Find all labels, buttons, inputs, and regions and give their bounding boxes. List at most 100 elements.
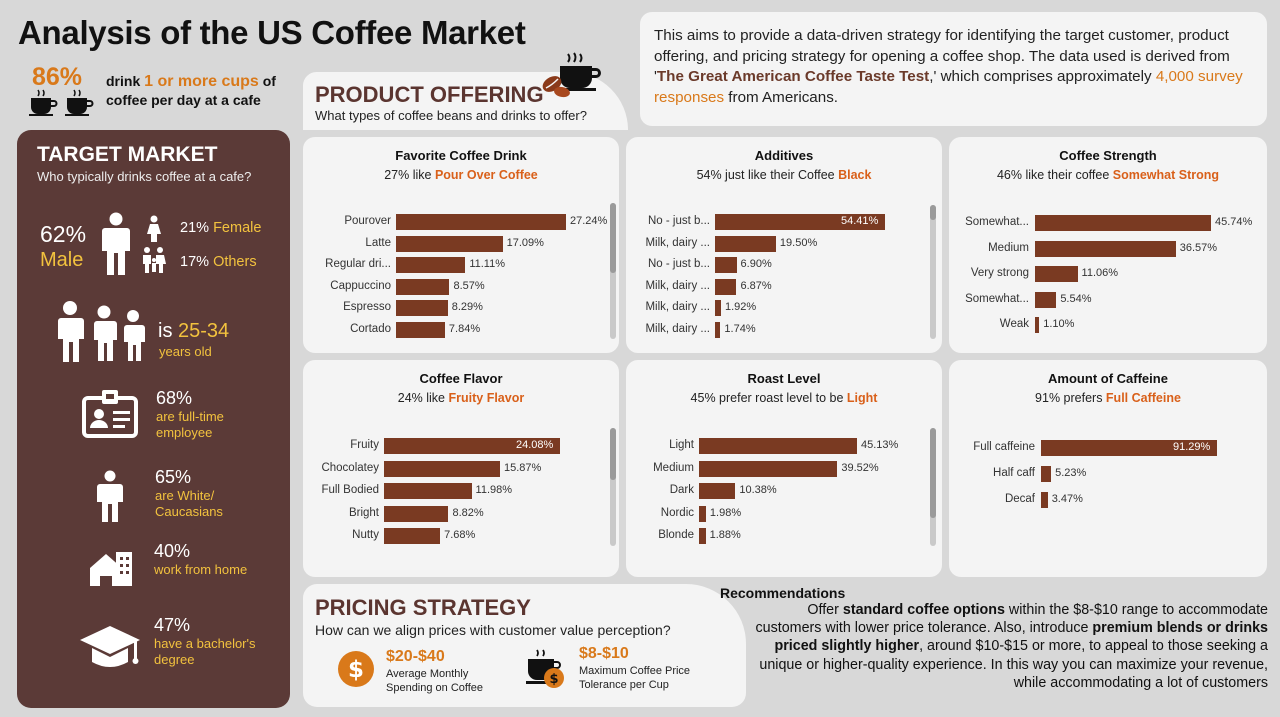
data-label: 91.29%: [1173, 441, 1211, 453]
category-label: Nordic: [660, 506, 694, 519]
male-percent: 62%: [40, 221, 87, 247]
svg-text:$: $: [549, 672, 558, 687]
scrollbar-thumb[interactable]: [930, 428, 936, 518]
chart-title: Additives: [754, 148, 814, 163]
stat-degree: 47% have a bachelor's degree: [154, 615, 256, 667]
category-label: No - just b...: [648, 258, 710, 270]
chart-subtitle: 46% like their coffee Somewhat Strong: [996, 168, 1220, 182]
chart-subtitle: 24% like Fruity Flavor: [397, 391, 525, 405]
chart-subtitle: 54% just like their Coffee Black: [696, 168, 872, 182]
female-stat: 21% Female: [180, 220, 262, 236]
chart-strength: Coffee Strength 46% like their coffee Som…: [949, 137, 1267, 353]
recommendations-title: Recommendations: [720, 585, 846, 601]
scrollbar[interactable]: [930, 428, 936, 546]
category-label: Milk, dairy ...: [645, 236, 710, 249]
category-label: Somewhat...: [965, 216, 1029, 228]
bar: [1035, 291, 1057, 308]
data-label: 3.47%: [1051, 493, 1083, 505]
chart-roast: Roast Level 45% prefer roast level to be …: [626, 360, 942, 577]
category-label: Bright: [348, 506, 379, 519]
data-label: 6.90%: [740, 258, 772, 270]
scrollbar-thumb[interactable]: [930, 205, 936, 220]
chart-card-roast: Roast Level 45% prefer roast level to be …: [626, 360, 942, 577]
data-label: 10.38%: [739, 484, 777, 496]
category-label: Dark: [669, 484, 694, 496]
bar: [715, 278, 737, 295]
category-label: Medium: [653, 461, 694, 474]
chart-title: Coffee Flavor: [419, 371, 503, 386]
category-label: Somewhat...: [965, 292, 1029, 305]
product-offering-subtitle: What types of coffee beans and drinks to…: [315, 108, 587, 123]
data-label: 11.06%: [1081, 267, 1119, 279]
data-label: 19.50%: [779, 236, 818, 249]
data-label: 5.54%: [1060, 292, 1092, 305]
bar: [396, 257, 466, 273]
category-label: Fruity: [350, 439, 379, 451]
scrollbar[interactable]: [930, 205, 936, 339]
pricing-cup-amount: $8-$10: [579, 645, 629, 662]
bar: [699, 438, 857, 454]
data-label: 11.98%: [475, 484, 513, 496]
scrollbar-thumb[interactable]: [610, 203, 616, 273]
scrollbar-thumb[interactable]: [610, 428, 616, 480]
page-title: Analysis of the US Coffee Market: [18, 14, 526, 51]
bar: [396, 235, 503, 252]
category-label: Chocolatey: [321, 461, 379, 474]
male-person-icon: [100, 212, 132, 281]
pricing-subtitle: How can we align prices with customer va…: [315, 622, 671, 638]
coffee-price-icon: $: [525, 648, 567, 695]
chart-title: Coffee Strength: [1059, 148, 1157, 163]
chart-subtitle: 91% prefers Full Caffeine: [1035, 391, 1181, 405]
chart-title: Amount of Caffeine: [1048, 371, 1168, 386]
pricing-title: PRICING STRATEGY: [315, 595, 531, 620]
data-label: 39.52%: [841, 461, 879, 474]
pricing-card: [303, 584, 746, 707]
data-label: 1.98%: [709, 506, 742, 519]
age-label: years old: [159, 344, 212, 359]
coffee-cup-beans-icon: [540, 50, 604, 103]
chart-subtitle: 45% prefer roast level to be Light: [690, 391, 878, 405]
data-label: 8.29%: [451, 301, 483, 313]
category-label: Espresso: [343, 301, 391, 313]
data-label: 1.88%: [709, 529, 741, 541]
pricing-cup-label: Maximum Coffee Price Tolerance per Cup: [579, 665, 691, 691]
product-offering-title: PRODUCT OFFERING: [315, 82, 544, 107]
coffee-cups-icon: [28, 88, 96, 121]
graduation-cap-icon: [78, 622, 142, 679]
data-label: 17.09%: [506, 236, 544, 249]
data-label: 8.57%: [453, 279, 485, 292]
bar: [384, 483, 472, 499]
data-label: 1.74%: [724, 322, 756, 335]
bar: [384, 460, 500, 477]
category-label: Full caffeine: [973, 441, 1035, 453]
bar: [396, 278, 450, 295]
category-label: No - just b...: [648, 215, 710, 227]
kpi-percent: 86%: [32, 63, 83, 91]
bar: [1041, 492, 1048, 508]
bar: [396, 321, 445, 338]
bar: [699, 505, 706, 522]
chart-flavor: Coffee Flavor 24% like Fruity Flavor Fruit…: [303, 360, 619, 577]
chart-subtitle: 27% like Pour Over Coffee: [384, 168, 538, 182]
scrollbar[interactable]: [610, 428, 616, 546]
data-label: 7.84%: [448, 322, 481, 335]
bar: [699, 483, 736, 499]
bar: [384, 438, 560, 454]
bar: [699, 528, 706, 544]
category-label: Weak: [999, 318, 1029, 330]
category-label: Cortado: [350, 322, 391, 335]
female-icon: [145, 215, 163, 248]
category-label: Light: [669, 439, 694, 451]
bar: [715, 300, 721, 316]
data-label: 45.13%: [861, 439, 899, 451]
category-label: Half caff: [993, 467, 1035, 479]
bar: [396, 214, 566, 230]
bar: [1041, 440, 1217, 456]
data-label: 11.11%: [469, 258, 506, 270]
data-label: 27.24%: [570, 215, 608, 227]
scrollbar[interactable]: [610, 203, 616, 339]
kpi-description: drink 1 or more cups of coffee per day a…: [106, 73, 276, 108]
data-label: 15.87%: [503, 461, 542, 474]
recommendations-body: Offer standard coffee options within the…: [755, 602, 1269, 691]
age-stat: is 25-34: [158, 320, 230, 342]
